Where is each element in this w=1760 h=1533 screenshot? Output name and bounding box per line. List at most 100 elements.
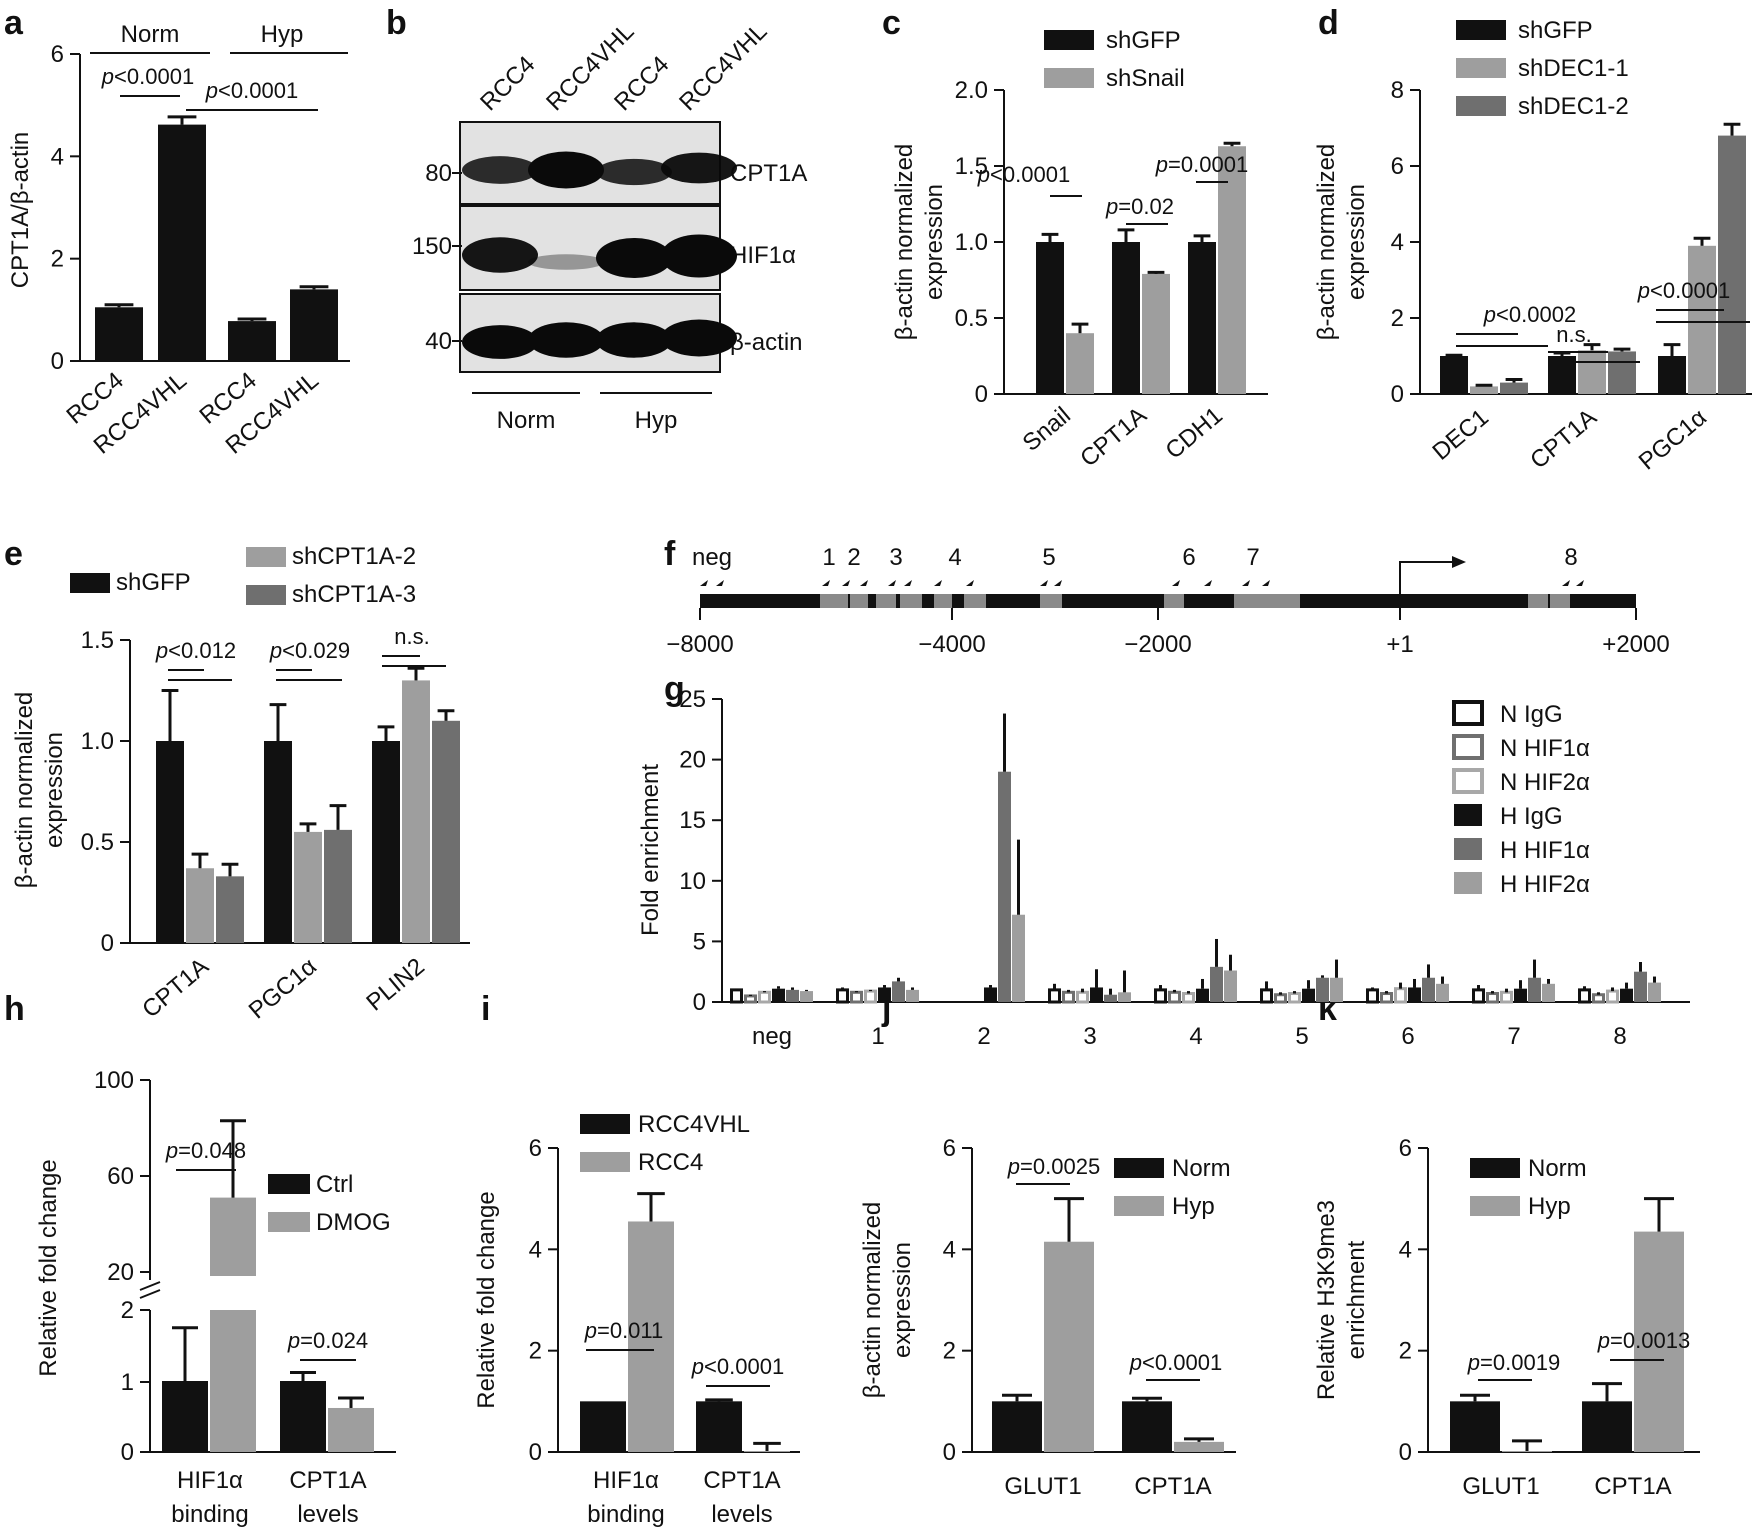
bar-Hyp-GLUT1 bbox=[1044, 1241, 1094, 1452]
bar-RCC4VHL bbox=[290, 289, 338, 361]
axis-tick-label: −4000 bbox=[918, 631, 985, 658]
bar-shDEC1-2-PGC1α bbox=[1718, 135, 1746, 394]
legend-label: shGFP bbox=[116, 569, 191, 596]
axis-tick-label: +2000 bbox=[1602, 631, 1669, 658]
y-axis-label: expression bbox=[921, 184, 948, 300]
bar-Ctrl-levels bbox=[280, 1381, 326, 1452]
p-value: p=0.0025 bbox=[1007, 1154, 1100, 1179]
bar-RCC4-HIF1α bbox=[628, 1221, 674, 1452]
bar-RCC4 bbox=[95, 307, 143, 361]
x-category-label: CPT1A bbox=[703, 1467, 780, 1494]
legend-label: shCPT1A-3 bbox=[292, 581, 416, 608]
bar-N HIF1α-6 bbox=[1380, 992, 1393, 1004]
panel-label-f: f bbox=[664, 535, 676, 573]
legend-label: H HIF1α bbox=[1500, 837, 1590, 864]
bar-Norm-CPT1A bbox=[1582, 1401, 1632, 1452]
axis-tick-label: −2000 bbox=[1124, 631, 1191, 658]
y-tick-label: 5 bbox=[693, 928, 706, 955]
primer-arrow bbox=[888, 580, 896, 586]
condition-label: Hyp bbox=[635, 407, 678, 434]
legend-label: shDEC1-2 bbox=[1518, 93, 1629, 120]
primer-region bbox=[1040, 594, 1062, 608]
x-category-label: GLUT1 bbox=[1462, 1473, 1539, 1500]
bar-H IgG-4 bbox=[1196, 988, 1209, 1002]
y-axis-label: enrichment bbox=[1343, 1240, 1370, 1359]
legend-swatch bbox=[1452, 700, 1484, 726]
bar-N HIF1α-3 bbox=[1062, 990, 1075, 1004]
bar-H HIF1α-1 bbox=[892, 981, 905, 1002]
y-tick-label: 4 bbox=[529, 1236, 542, 1263]
bar-RCC4VHL-HIF1α bbox=[580, 1401, 626, 1452]
panel-label-a: a bbox=[4, 4, 24, 42]
bar-H HIF1α-7 bbox=[1528, 977, 1541, 1002]
x-category-label: levels bbox=[297, 1501, 358, 1528]
legend-label: shSnail bbox=[1106, 65, 1185, 92]
primer-arrow bbox=[842, 580, 850, 586]
y-tick-label: 1 bbox=[121, 1369, 134, 1396]
y-tick-label: 20 bbox=[679, 747, 706, 774]
legend-label: Hyp bbox=[1172, 1193, 1215, 1220]
primer-arrow bbox=[716, 580, 724, 586]
bar-DMOG-levels bbox=[328, 1407, 374, 1452]
bar-shSnail-CDH1 bbox=[1218, 146, 1246, 394]
p-value: p<0.0002 bbox=[1483, 302, 1576, 327]
primer-arrow bbox=[1262, 580, 1270, 586]
legend-swatch bbox=[1114, 1158, 1164, 1178]
bar-H IgG-1 bbox=[878, 987, 891, 1002]
x-category-label: HIF1α bbox=[177, 1467, 243, 1494]
bar-H HIF2α-neg bbox=[800, 991, 813, 1002]
primer-arrow bbox=[1172, 580, 1180, 586]
band-label: β-actin bbox=[730, 329, 803, 356]
bar-N HIF2α-7 bbox=[1500, 990, 1513, 1004]
bar-N IgG-1 bbox=[836, 988, 849, 1004]
bar-H HIF2α-7 bbox=[1542, 983, 1555, 1002]
x-category-label: 4 bbox=[1189, 1023, 1202, 1050]
bar-N IgG-3 bbox=[1048, 988, 1061, 1004]
primer-arrow bbox=[1242, 580, 1250, 586]
tss-arrow-line bbox=[1399, 561, 1452, 594]
bar-shGFP-PGC1α bbox=[1658, 356, 1686, 394]
x-category-label: PLIN2 bbox=[361, 953, 429, 1017]
bar-H HIF1α-5 bbox=[1316, 977, 1329, 1002]
x-category-label: 8 bbox=[1613, 1023, 1626, 1050]
legend-swatch bbox=[1114, 1196, 1164, 1216]
bar-shGFP-PGC1α bbox=[264, 741, 292, 943]
p-value: p=0.048 bbox=[165, 1138, 246, 1163]
y-axis-label: β-actin normalized bbox=[1313, 144, 1340, 341]
primer-region bbox=[900, 594, 922, 608]
bar-N HIF2α-6 bbox=[1394, 987, 1407, 1004]
p-value-norm: p<0.0001 bbox=[101, 64, 194, 89]
blot-band bbox=[661, 234, 737, 278]
bar-H IgG-3 bbox=[1090, 987, 1103, 1002]
bar-N HIF1α-neg bbox=[744, 994, 757, 1004]
x-category-label: DEC1 bbox=[1427, 404, 1493, 466]
bar-H HIF2α-4 bbox=[1224, 970, 1237, 1002]
y-tick-label: 2 bbox=[51, 246, 64, 273]
legend-swatch bbox=[1470, 1158, 1520, 1178]
blot-band bbox=[596, 238, 672, 278]
x-category-label: CPT1A bbox=[1594, 1473, 1671, 1500]
legend-swatch bbox=[1456, 58, 1506, 78]
legend-swatch bbox=[580, 1152, 630, 1172]
bar-DMOG-binding-high bbox=[210, 1197, 256, 1276]
bar-H HIF2α-8 bbox=[1648, 982, 1661, 1002]
bar-N HIF2α-3 bbox=[1076, 990, 1089, 1004]
x-category-label: Snail bbox=[1018, 402, 1076, 457]
x-category-label: PGC1α bbox=[1634, 404, 1712, 476]
y-tick-label: 1.0 bbox=[955, 229, 988, 256]
bar-H HIF1α-4 bbox=[1210, 966, 1223, 1002]
bar-H HIF1α-8 bbox=[1634, 971, 1647, 1002]
bar-H HIF1α-3 bbox=[1104, 994, 1117, 1002]
y-tick-label: 0 bbox=[529, 1439, 542, 1466]
y-axis-label: Relative fold change bbox=[473, 1191, 500, 1408]
bar-Hyp-CPT1A bbox=[1634, 1231, 1684, 1452]
bar-N HIF2α-5 bbox=[1288, 992, 1301, 1004]
x-category-label: levels bbox=[711, 1501, 772, 1528]
y-tick-label: 0 bbox=[693, 989, 706, 1016]
blot-band bbox=[462, 237, 538, 273]
p-value: p<0.012 bbox=[155, 638, 236, 663]
panel-label-h: h bbox=[4, 990, 25, 1028]
primer-arrow bbox=[822, 580, 830, 586]
x-category-label: CPT1A bbox=[1075, 402, 1152, 472]
